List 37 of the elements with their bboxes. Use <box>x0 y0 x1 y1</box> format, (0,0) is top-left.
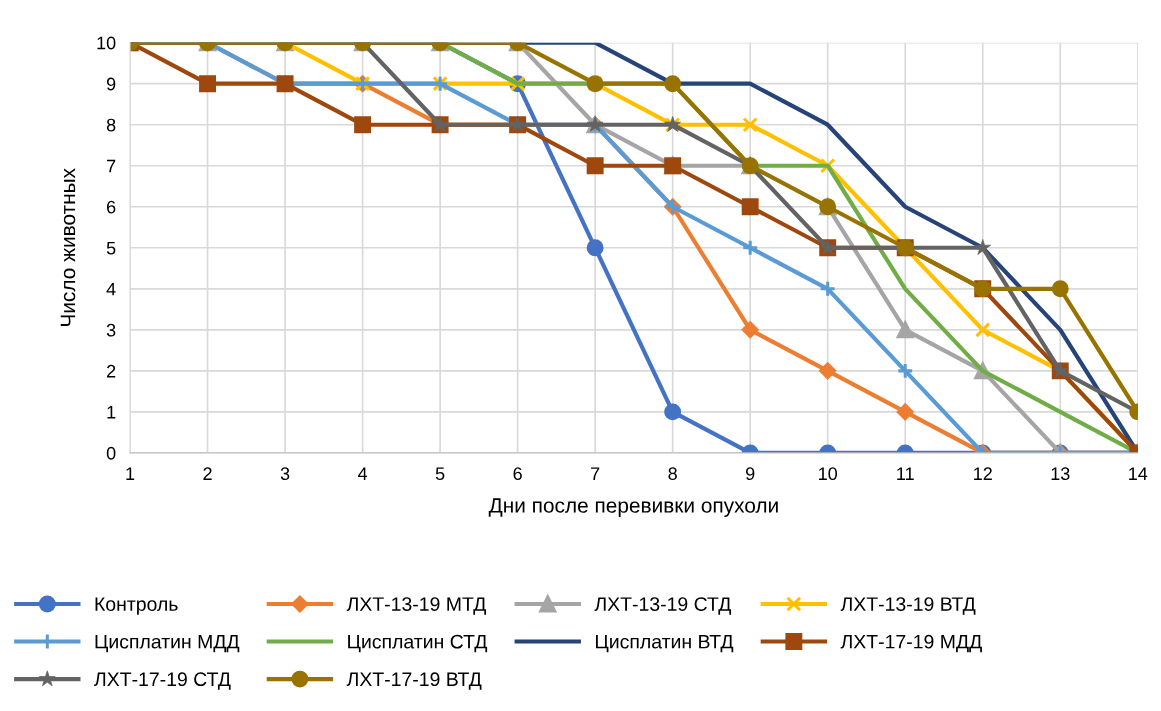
x-tick-label: 13 <box>1051 467 1070 481</box>
x-tick-label: 9 <box>746 467 755 481</box>
legend-label: ЛХТ-17-19 СТД <box>94 672 231 690</box>
x-tick-label: 8 <box>668 467 677 481</box>
x-tick-label: 4 <box>357 467 368 480</box>
x-tick-label: 3 <box>280 467 290 481</box>
x-tick-label: 11 <box>897 467 914 480</box>
y-tick-label: 6 <box>107 200 116 214</box>
y-tick-label: 9 <box>106 77 116 91</box>
y-tick-label: 0 <box>106 446 116 460</box>
legend-label: ЛХТ-13-19 МТД <box>346 597 487 615</box>
x-tick-label: 5 <box>435 467 445 481</box>
y-tick-label: 8 <box>106 118 116 132</box>
x-tick-label: 2 <box>203 467 212 480</box>
x-tick-label: 14 <box>1129 467 1148 480</box>
y-axis-title: Число животных <box>60 168 76 326</box>
x-tick-label: 12 <box>974 467 992 480</box>
y-tick-label: 5 <box>106 241 116 255</box>
y-tick-label: 4 <box>106 282 116 296</box>
legend-label: ЛХТ-17-19 МДД <box>840 634 982 653</box>
legend-label: Цисплатин СТД <box>348 634 488 653</box>
y-tick-label: 7 <box>107 159 116 173</box>
legend-label: Цисплатин ВТД <box>596 634 734 653</box>
x-tick-label: 7 <box>591 467 600 480</box>
y-tick-label: 2 <box>107 364 116 378</box>
legend-label: ЛХТ-13-19 ВТД <box>840 597 976 615</box>
x-tick-label: 6 <box>513 467 522 481</box>
y-tick-label: 10 <box>97 36 116 50</box>
legend-label: ЛХТ-13-19 СТД <box>594 597 732 615</box>
legend-label: Контроль <box>95 597 178 615</box>
legend-label: ЛХТ-17-19 ВТД <box>346 672 482 690</box>
x-tick-label: 1 <box>126 467 135 480</box>
x-axis-title: Дни после перевивки опухоли <box>488 498 778 517</box>
legend-label: Цисплатин МДД <box>95 634 240 653</box>
x-tick-label: 10 <box>819 467 838 481</box>
y-tick-label: 1 <box>107 406 116 419</box>
y-tick-label: 3 <box>106 323 116 337</box>
